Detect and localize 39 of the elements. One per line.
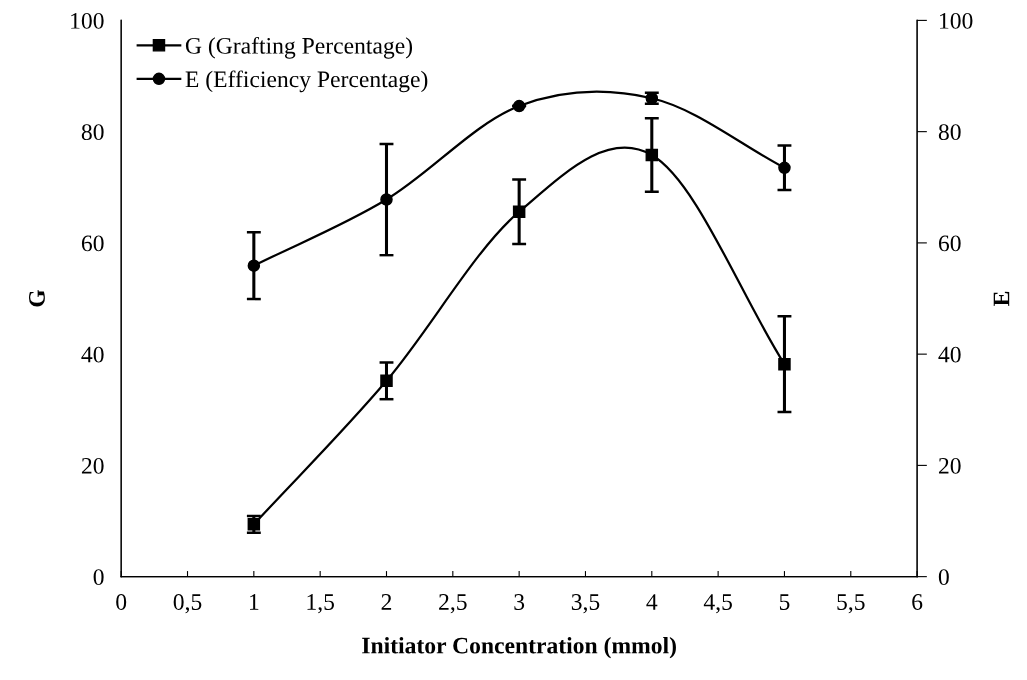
y2-axis-title: E — [993, 291, 1010, 306]
point — [512, 205, 526, 218]
x-tick-label: 3,5 — [571, 594, 600, 614]
y-tick-label: 80 — [81, 124, 104, 141]
point — [380, 193, 393, 206]
y2-tick-label: 60 — [938, 235, 961, 252]
point — [778, 357, 791, 371]
point — [778, 161, 791, 175]
x-tick-label: 6 — [912, 594, 923, 610]
point — [247, 259, 261, 272]
y-tick-label: 40 — [81, 346, 104, 363]
x-tick-label: 0,5 — [173, 593, 202, 614]
y-tick-label: 20 — [81, 457, 104, 474]
x-tick-label: 2,5 — [439, 594, 467, 614]
y2-tick-label: 100 — [940, 12, 973, 29]
point — [247, 518, 261, 531]
x-axis-title: Initiator Concentration (mmol) — [362, 636, 676, 659]
x-tick-label: 5 — [779, 594, 790, 610]
x-tick-label: 4 — [646, 594, 658, 610]
x-tick-label: 2 — [381, 594, 392, 610]
x-tick-label: 1 — [250, 594, 259, 610]
x-tick-label: 0 — [116, 593, 127, 610]
y-tick-label: 60 — [81, 235, 104, 252]
y-tick-label: 100 — [71, 12, 104, 29]
legend-label: G (Grafting Percentage) — [185, 36, 413, 59]
y-axis-title: G — [28, 289, 45, 307]
legend-label: E (Efficiency Percentage) — [185, 70, 428, 93]
y2-tick-label: 40 — [938, 346, 961, 363]
point — [512, 99, 526, 113]
x-tick-label: 3 — [514, 594, 525, 610]
y2-tick-label: 20 — [938, 457, 961, 474]
point — [645, 148, 659, 162]
y2-tick-label: 0 — [938, 569, 949, 586]
y2-tick-label: 80 — [938, 124, 961, 141]
x-tick-label: 1,5 — [307, 594, 334, 614]
y-tick-label: 0 — [93, 569, 104, 586]
x-tick-label: 5,5 — [837, 594, 865, 614]
x-tick-label: 4,5 — [703, 594, 732, 614]
point — [380, 374, 393, 388]
